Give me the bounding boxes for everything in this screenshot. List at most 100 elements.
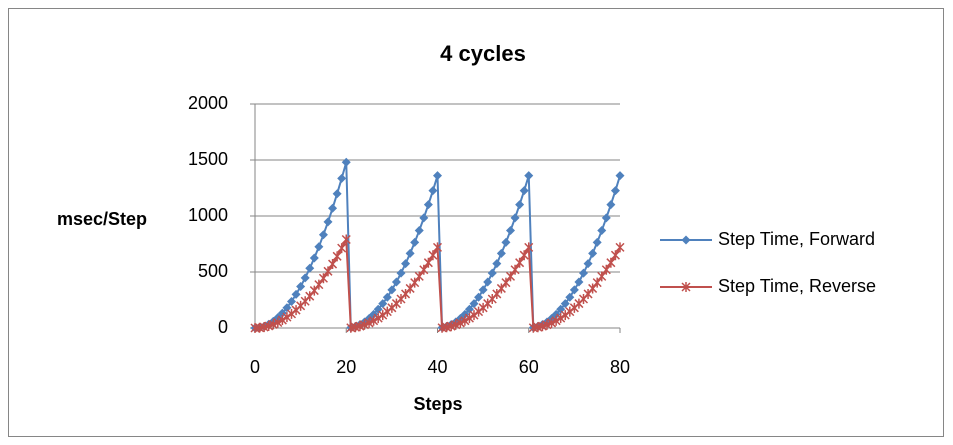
data-point — [341, 157, 351, 167]
data-point — [323, 266, 333, 277]
data-point — [556, 313, 566, 324]
data-point — [328, 259, 338, 270]
legend-marker — [681, 235, 691, 245]
data-point — [332, 251, 342, 262]
data-point — [318, 273, 328, 284]
data-point — [588, 283, 598, 294]
data-point — [515, 200, 525, 210]
data-point — [474, 292, 484, 302]
data-point — [606, 257, 616, 268]
data-point — [405, 248, 415, 258]
data-point — [556, 304, 566, 314]
data-point — [464, 304, 474, 314]
y-tick-label: 1500 — [188, 149, 228, 169]
data-point — [501, 277, 511, 288]
data-point — [396, 268, 406, 278]
data-point — [510, 264, 520, 275]
data-point — [483, 277, 493, 287]
data-point — [510, 213, 520, 223]
data-point — [524, 242, 534, 253]
chart-title: 4 cycles — [440, 41, 526, 66]
data-point — [282, 312, 292, 323]
data-point — [414, 226, 424, 236]
data-point — [601, 264, 611, 275]
data-point — [410, 277, 420, 288]
data-point — [323, 217, 333, 227]
data-point — [337, 173, 347, 183]
data-point — [574, 277, 584, 287]
data-point — [419, 213, 429, 223]
data-point — [560, 299, 570, 309]
data-point — [428, 186, 438, 196]
data-point — [597, 226, 607, 236]
data-point — [305, 263, 315, 273]
data-point — [432, 242, 443, 253]
data-point — [588, 248, 598, 258]
y-axis-label: msec/Step — [57, 209, 147, 229]
data-point — [583, 259, 593, 269]
data-point — [615, 171, 625, 181]
data-point — [524, 171, 534, 181]
data-point — [501, 237, 511, 247]
data-point — [410, 237, 420, 247]
data-point — [505, 271, 516, 282]
data-point — [337, 243, 347, 254]
legend-label: Step Time, Forward — [718, 229, 875, 249]
y-tick-label: 2000 — [188, 93, 228, 113]
data-point — [487, 268, 497, 278]
data-point — [291, 289, 301, 299]
data-point — [460, 315, 470, 326]
data-point — [423, 257, 433, 268]
data-point — [565, 292, 575, 302]
data-point — [433, 171, 442, 181]
data-point — [277, 315, 287, 326]
data-point — [378, 310, 388, 321]
data-point — [506, 226, 515, 236]
data-point — [478, 285, 488, 295]
x-tick-label: 60 — [519, 357, 539, 377]
data-point — [273, 317, 283, 328]
data-point — [414, 271, 424, 282]
data-point — [469, 310, 479, 321]
legend-label: Step Time, Reverse — [718, 276, 876, 296]
data-point — [387, 285, 397, 295]
data-point — [496, 248, 506, 258]
data-point — [519, 186, 529, 196]
data-point — [328, 203, 338, 213]
data-point — [309, 285, 319, 296]
data-point — [547, 317, 557, 328]
data-point — [615, 242, 625, 253]
data-point — [268, 319, 278, 330]
data-point — [428, 250, 438, 261]
data-point — [519, 250, 529, 261]
data-point — [401, 259, 411, 269]
data-point — [364, 317, 374, 328]
data-point — [606, 200, 616, 210]
data-point — [391, 277, 401, 287]
x-tick-label: 20 — [336, 357, 356, 377]
chart-border — [8, 8, 944, 437]
data-point — [419, 264, 429, 275]
y-tick-label: 0 — [218, 317, 228, 337]
data-point — [592, 277, 602, 288]
data-point — [300, 273, 310, 283]
x-tick-label: 80 — [610, 357, 630, 377]
y-tick-label: 1000 — [188, 205, 228, 225]
data-point — [492, 259, 502, 269]
data-point — [318, 230, 328, 240]
data-point — [373, 304, 383, 314]
x-axis-label: Steps — [413, 394, 462, 414]
x-tick-label: 0 — [250, 357, 260, 377]
data-point — [560, 310, 570, 321]
data-point — [309, 253, 319, 263]
data-point — [515, 257, 525, 268]
data-point — [610, 250, 620, 261]
data-point — [597, 271, 607, 282]
data-point — [496, 283, 506, 294]
data-point — [569, 285, 579, 295]
data-point — [382, 292, 392, 302]
data-point — [287, 296, 296, 306]
data-point — [551, 315, 561, 326]
data-point — [455, 317, 465, 328]
